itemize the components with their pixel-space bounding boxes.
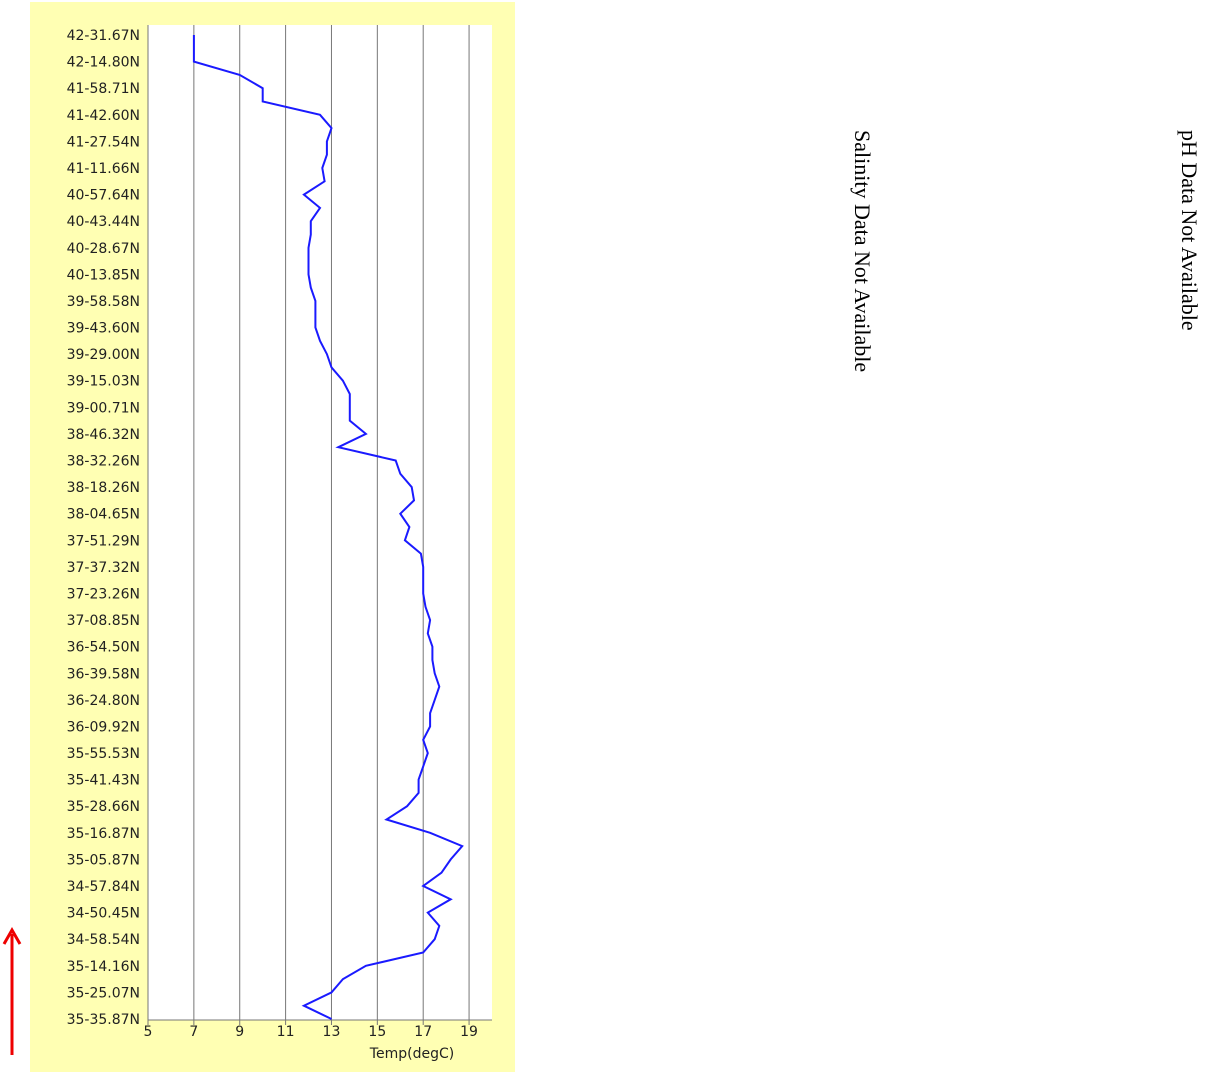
x-tick-label: 13 <box>323 1024 341 1040</box>
y-tick-label: 40-13.85N <box>67 267 140 283</box>
x-tick-label: 11 <box>277 1024 295 1040</box>
y-tick-label: 39-00.71N <box>67 400 140 416</box>
y-tick-label: 41-42.60N <box>67 108 140 124</box>
y-tick-label: 40-57.64N <box>67 188 140 204</box>
y-tick-label: 38-32.26N <box>67 454 140 470</box>
temp-line <box>192 35 464 1020</box>
y-tick-label: 39-29.00N <box>67 347 140 363</box>
y-tick-label: 35-14.16N <box>67 959 140 975</box>
y-tick-label: 39-15.03N <box>67 374 140 390</box>
y-tick-label: 35-05.87N <box>67 852 140 868</box>
y-tick-label: 41-11.66N <box>67 161 140 177</box>
x-tick-label: 5 <box>144 1024 153 1040</box>
y-tick-label: 35-55.53N <box>67 746 140 762</box>
y-tick-label: 42-31.67N <box>67 28 140 44</box>
x-tick-label: 19 <box>460 1024 478 1040</box>
y-tick-label: 34-58.54N <box>67 932 140 948</box>
x-tick-label: 15 <box>368 1024 386 1040</box>
x-tick-label: 9 <box>235 1024 244 1040</box>
salinity-note: Salinity Data Not Available <box>850 130 875 372</box>
y-tick-label: 37-51.29N <box>67 533 140 549</box>
y-tick-label: 39-58.58N <box>67 294 140 310</box>
x-tick-label: 7 <box>189 1024 198 1040</box>
y-tick-label: 38-18.26N <box>67 480 140 496</box>
y-tick-label: 40-28.67N <box>67 241 140 257</box>
x-tick-label: 17 <box>414 1024 432 1040</box>
y-tick-label: 35-28.66N <box>67 799 140 815</box>
y-tick-label: 40-43.44N <box>67 214 140 230</box>
y-tick-label: 35-41.43N <box>67 773 140 789</box>
y-tick-label: 37-37.32N <box>67 560 140 576</box>
y-tick-label: 36-54.50N <box>67 640 140 656</box>
y-tick-label: 34-57.84N <box>67 879 140 895</box>
y-tick-label: 38-04.65N <box>67 507 140 523</box>
plot-area <box>148 25 492 1020</box>
direction-arrow-head <box>2 926 22 945</box>
y-tick-label: 35-16.87N <box>67 826 140 842</box>
y-tick-label: 38-46.32N <box>67 427 140 443</box>
y-tick-label: 41-27.54N <box>67 134 140 150</box>
ph-note: pH Data Not Available <box>1177 130 1202 331</box>
y-tick-label: 36-24.80N <box>67 693 140 709</box>
y-tick-label: 37-08.85N <box>67 613 140 629</box>
y-tick-label: 34-50.45N <box>67 906 140 922</box>
y-tick-label: 39-43.60N <box>67 321 140 337</box>
y-tick-label: 42-14.80N <box>67 55 140 71</box>
y-tick-label: 41-58.71N <box>67 81 140 97</box>
y-tick-label: 35-25.07N <box>67 985 140 1001</box>
y-tick-label: 35-35.87N <box>67 1012 140 1028</box>
y-tick-label: 37-23.26N <box>67 586 140 602</box>
y-tick-label: 36-09.92N <box>67 719 140 735</box>
x-axis-label: Temp(degC) <box>369 1046 454 1062</box>
y-tick-label: 36-39.58N <box>67 666 140 682</box>
